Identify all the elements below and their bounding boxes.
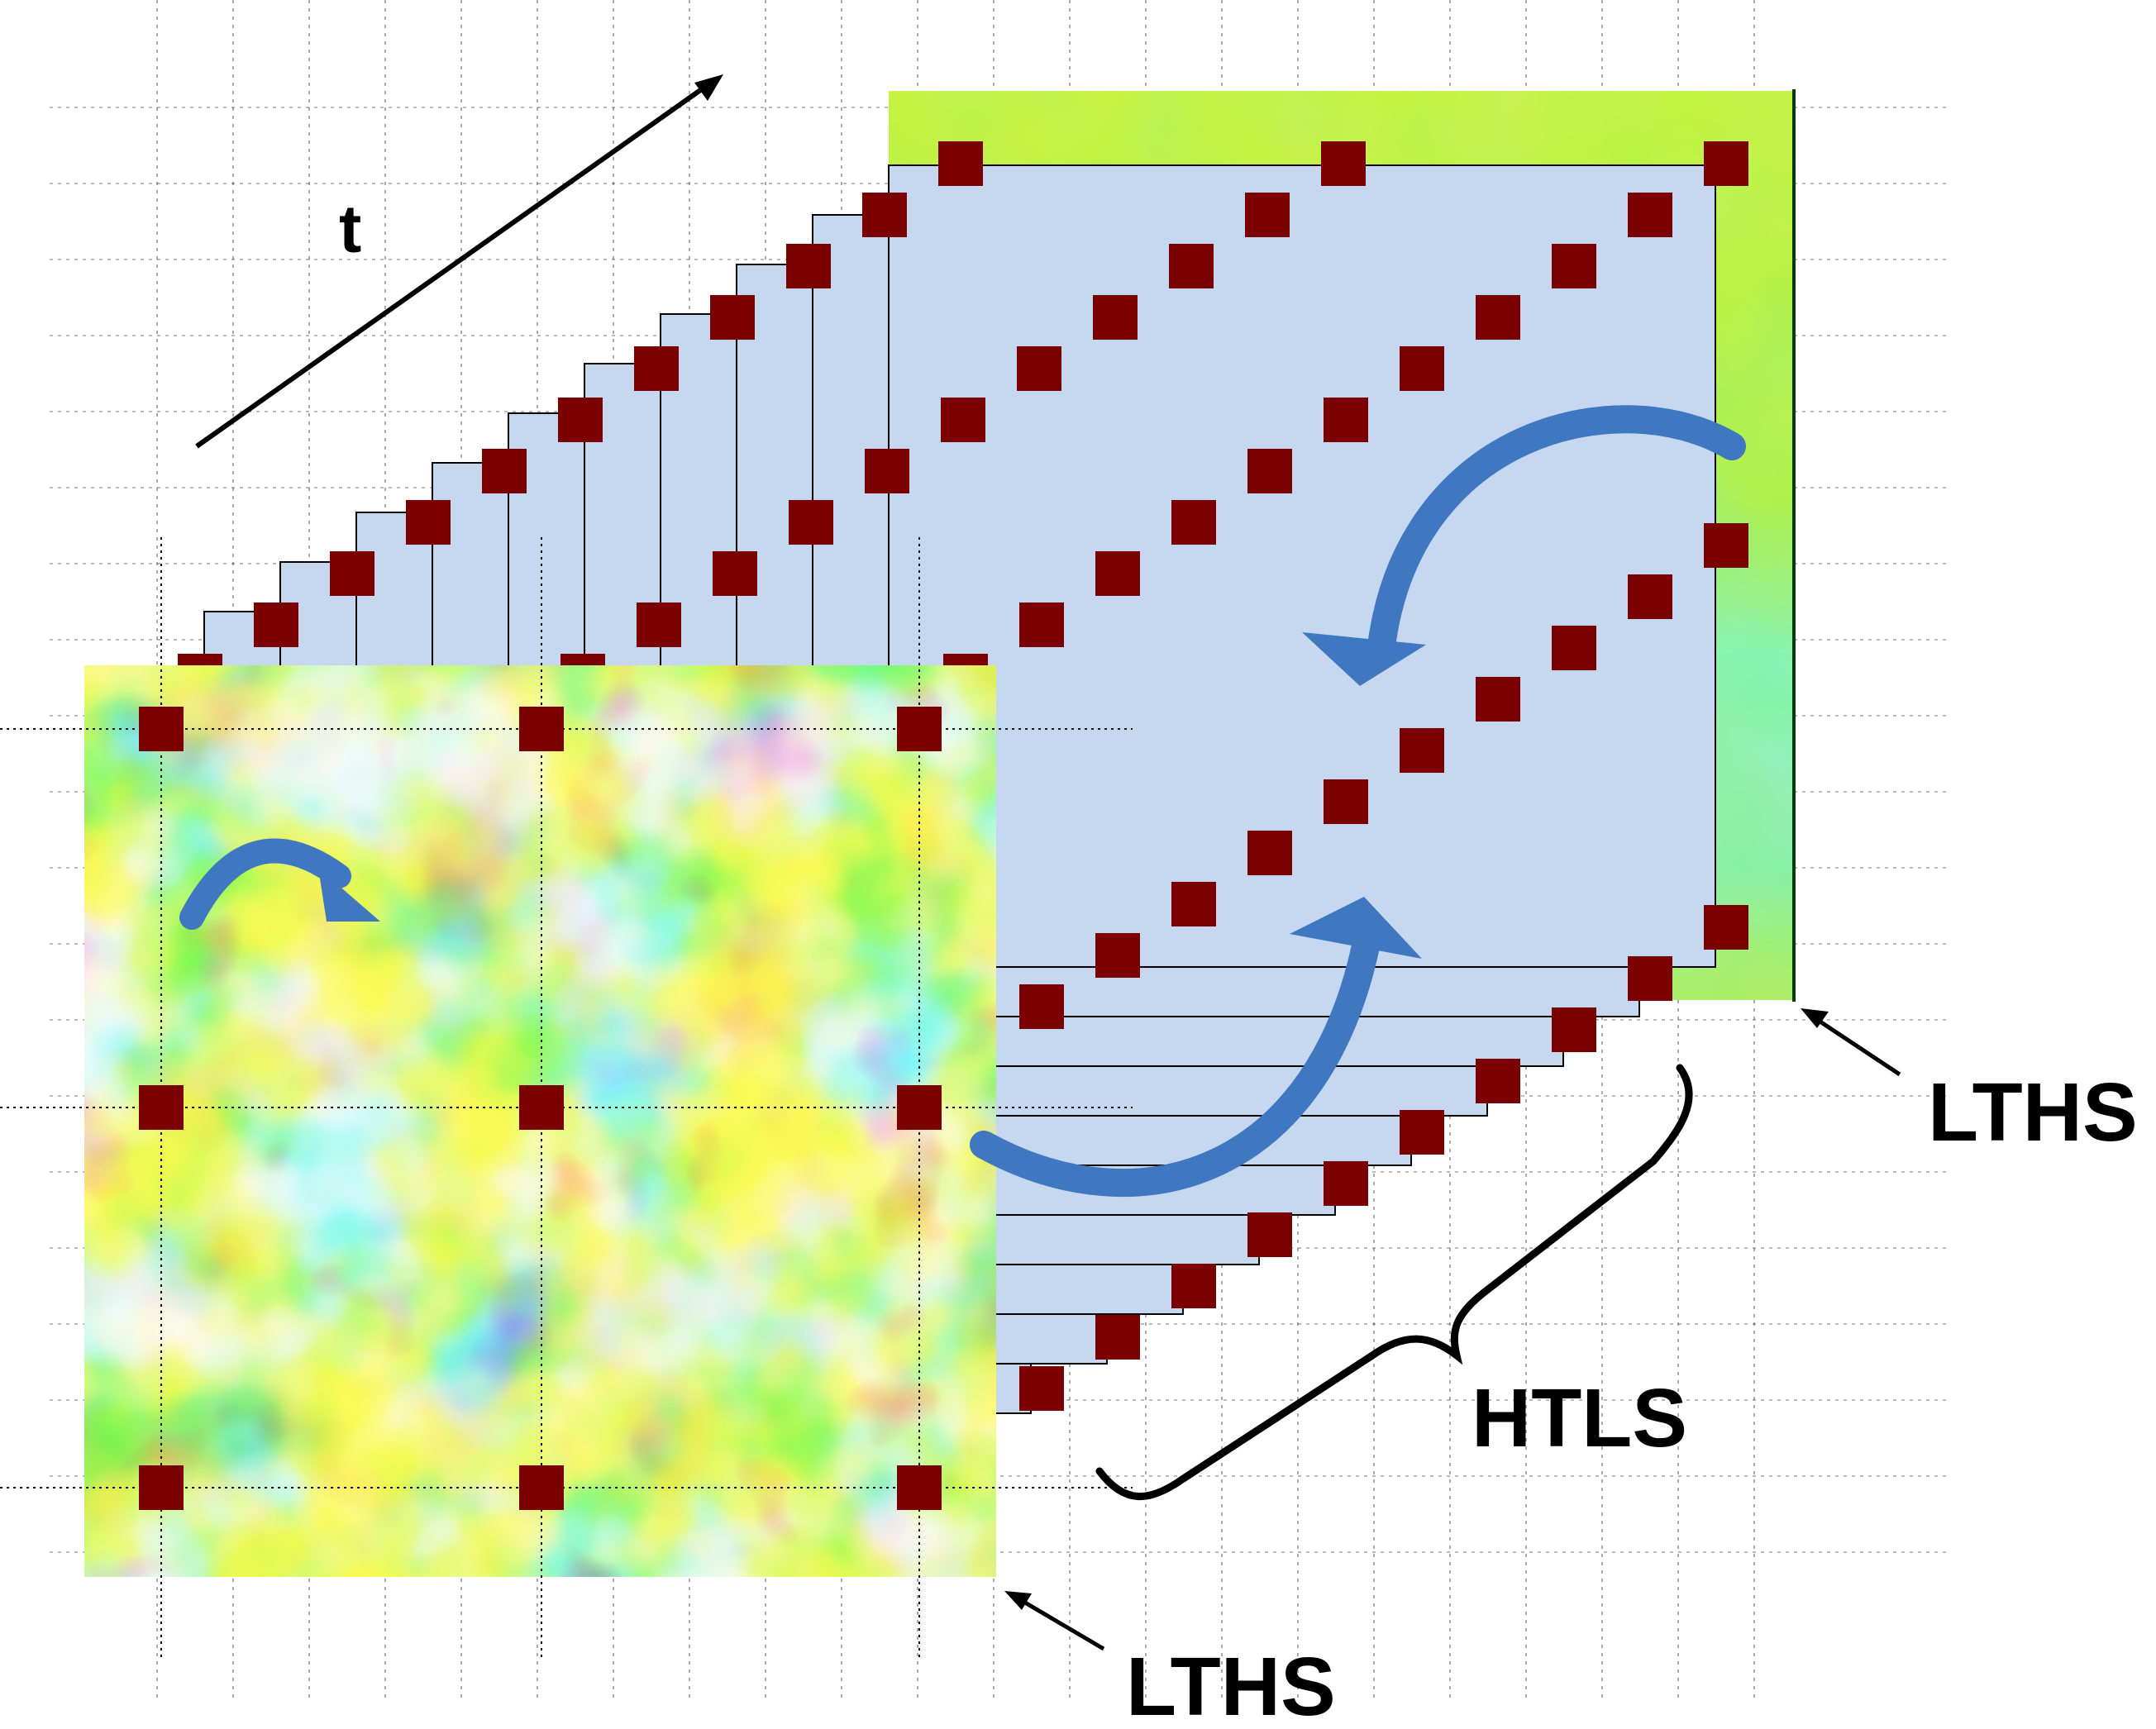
front-slice-pointer	[1004, 1591, 1105, 1651]
curved-arrow-icon	[179, 838, 351, 930]
square-marker-icon	[897, 1085, 942, 1130]
square-marker-icon	[1400, 1110, 1444, 1155]
square-marker-icon	[330, 551, 374, 596]
square-marker-icon	[1171, 500, 1216, 545]
curved-arrow-icon	[1290, 897, 1422, 959]
square-marker-icon	[139, 1465, 184, 1510]
square-marker-icon	[482, 449, 527, 493]
square-marker-icon	[1476, 1059, 1520, 1103]
square-marker-icon	[1019, 603, 1064, 647]
time-axis: t	[195, 74, 723, 449]
square-marker-icon	[1247, 831, 1292, 875]
curved-arrow-icon	[318, 868, 380, 922]
square-marker-icon	[519, 1085, 564, 1130]
square-marker-icon	[786, 244, 831, 288]
square-marker-icon	[1552, 626, 1596, 670]
square-marker-icon	[1628, 193, 1672, 237]
square-marker-icon	[637, 603, 681, 647]
square-marker-icon	[862, 193, 907, 237]
square-marker-icon	[1324, 779, 1368, 824]
square-marker-icon	[1400, 728, 1444, 773]
square-marker-icon	[1169, 244, 1214, 288]
square-marker-icon	[1247, 1212, 1292, 1257]
square-marker-icon	[1324, 398, 1368, 442]
square-marker-icon	[406, 500, 451, 545]
square-marker-icon	[1400, 346, 1444, 391]
square-marker-icon	[1247, 449, 1292, 493]
square-marker-icon	[1324, 1161, 1368, 1206]
square-marker-icon	[254, 603, 298, 647]
square-marker-icon	[941, 398, 985, 442]
square-marker-icon	[519, 707, 564, 751]
htls-slice	[888, 164, 1716, 968]
square-marker-icon	[1704, 523, 1748, 568]
square-marker-icon	[139, 707, 184, 751]
back-slice-pointer	[1801, 1008, 1901, 1077]
square-marker-icon	[1019, 984, 1064, 1029]
square-marker-icon	[1171, 882, 1216, 926]
square-marker-icon	[1095, 551, 1140, 596]
square-marker-icon	[1017, 346, 1061, 391]
square-marker-icon	[1704, 141, 1748, 186]
square-marker-icon	[897, 1465, 942, 1510]
square-marker-icon	[1476, 677, 1520, 722]
square-marker-icon	[1552, 244, 1596, 288]
square-marker-icon	[1321, 141, 1366, 186]
square-marker-icon	[1245, 193, 1290, 237]
curved-arrow-icon	[970, 920, 1382, 1198]
marker-group-front	[139, 707, 942, 1510]
square-marker-icon	[1019, 1366, 1064, 1411]
square-marker-icon	[865, 449, 909, 493]
square-marker-icon	[938, 141, 983, 186]
square-marker-icon	[713, 551, 757, 596]
square-marker-icon	[519, 1465, 564, 1510]
square-marker-icon	[1628, 574, 1672, 619]
curved-arrow-icon	[1367, 405, 1746, 667]
square-marker-icon	[1552, 1007, 1596, 1052]
marker-group-back	[178, 141, 1748, 1462]
square-marker-icon	[634, 346, 679, 391]
square-marker-icon	[1171, 1264, 1216, 1308]
front-slice-label: LTHS	[1126, 1641, 1336, 1729]
square-marker-icon	[1476, 295, 1520, 340]
back-slice-label: LTHS	[1928, 1066, 2138, 1159]
square-marker-icon	[897, 707, 942, 751]
square-marker-icon	[789, 500, 833, 545]
square-marker-icon	[139, 1085, 184, 1130]
curved-arrow-icon	[1302, 632, 1426, 686]
square-marker-icon	[1095, 1315, 1140, 1360]
square-marker-icon	[710, 295, 755, 340]
square-marker-icon	[1095, 933, 1140, 978]
htls-label: HTLS	[1472, 1372, 1687, 1465]
square-marker-icon	[1704, 905, 1748, 950]
htls-brace	[1095, 1064, 1693, 1500]
time-axis-label: t	[339, 192, 361, 267]
square-marker-icon	[558, 398, 603, 442]
square-marker-icon	[1628, 956, 1672, 1001]
square-marker-icon	[1093, 295, 1138, 340]
